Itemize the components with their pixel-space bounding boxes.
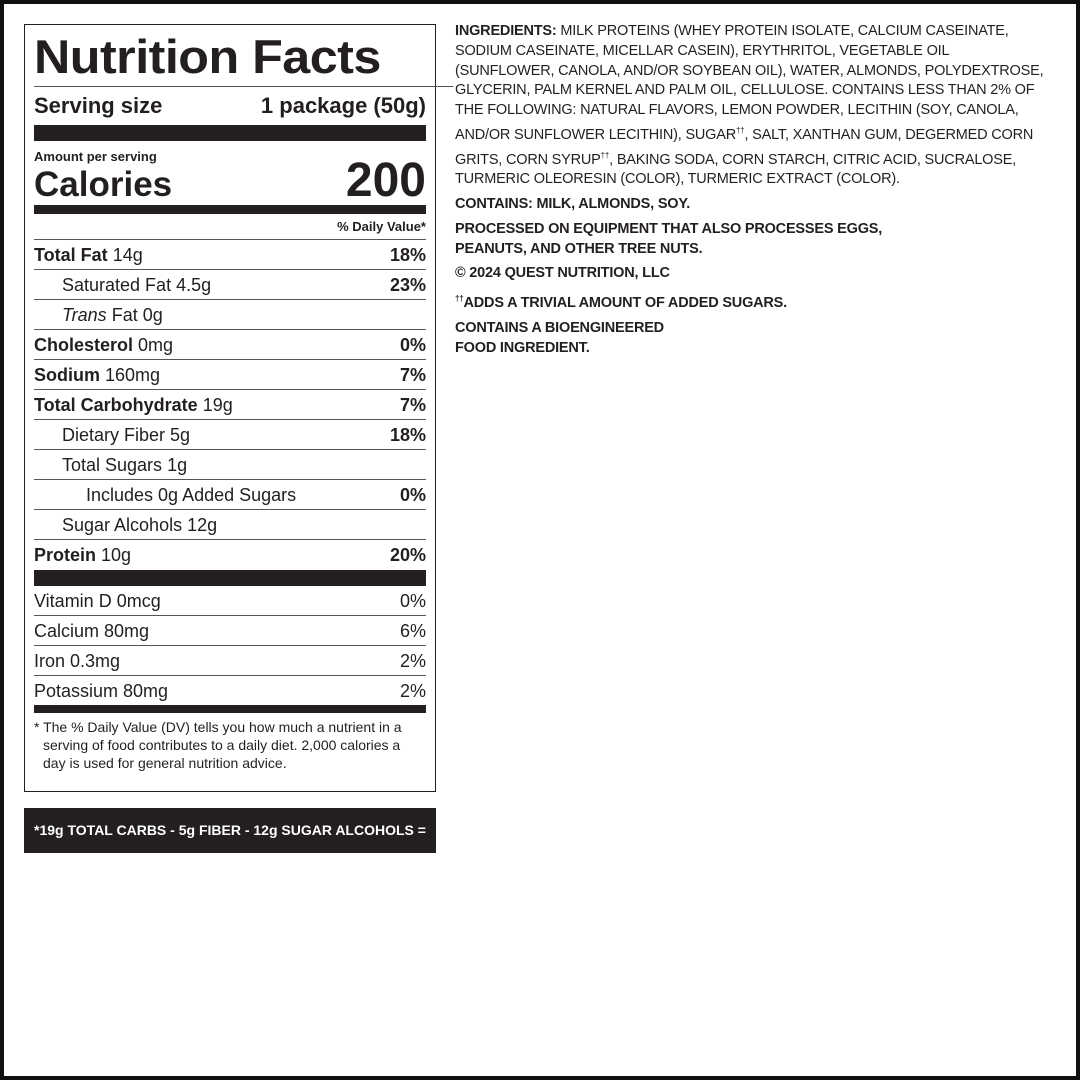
- nutrient-amount: 12g: [187, 515, 218, 535]
- nutrient-name-suffix: Fat: [111, 305, 138, 325]
- nutrient-dv: 7%: [399, 395, 426, 415]
- nutrient-amount: 1g: [167, 455, 188, 475]
- nutrient-amount: 14g: [112, 245, 143, 265]
- added-sugars-note: ADDS A TRIVIAL AMOUNT OF ADDED SUGARS.: [463, 295, 788, 312]
- nutrient-row-trans-fat: Trans Fat 0g: [34, 300, 426, 330]
- dagger-mark: ††: [600, 150, 610, 160]
- nutrient-row-cholesterol: Cholesterol 0mg 0%: [34, 330, 426, 360]
- vitamin-dv: 6%: [399, 621, 426, 641]
- allergen-contains: CONTAINS: MILK, ALMONDS, SOY.: [455, 196, 691, 213]
- nutrient-dv: 0%: [399, 485, 426, 505]
- vitamin-dv: 0%: [399, 591, 426, 611]
- nutrient-name: Cholesterol: [34, 335, 134, 355]
- nutrient-amount: 0mg: [138, 335, 174, 355]
- bioengineered-statement: CONTAINS A BIOENGINEERED FOOD INGREDIENT…: [455, 319, 664, 356]
- amount-per-serving: Amount per serving: [34, 149, 157, 164]
- calories-value: 200: [345, 154, 426, 207]
- dagger-mark: ††: [455, 294, 464, 304]
- nutrient-amount: 5g: [170, 425, 191, 445]
- serving-value: 1 package (50g): [260, 93, 426, 118]
- ingredients-panel: INGREDIENTS: MILK PROTEINS (WHEY PROTEIN…: [455, 22, 1045, 363]
- panel-title: Nutrition Facts: [34, 30, 454, 87]
- net-carbs-banner: *19g TOTAL CARBS - 5g FIBER - 12g SUGAR …: [24, 808, 436, 883]
- nutrient-dv: 0%: [399, 335, 426, 355]
- nutrient-name: Includes 0g Added Sugars: [86, 485, 297, 505]
- ingredients-list: INGREDIENTS: MILK PROTEINS (WHEY PROTEIN…: [455, 22, 1045, 190]
- calories-row: Calories 200: [34, 157, 426, 214]
- nutrient-row-total-fat: Total Fat 14g 18%: [34, 240, 426, 270]
- calories-label: Calories: [34, 165, 173, 204]
- nutrient-name: Trans: [62, 305, 107, 325]
- nutrient-name: Sugar Alcohols: [62, 515, 183, 535]
- ingredients-label: INGREDIENTS:: [455, 23, 557, 39]
- vitamin-dv: 2%: [399, 681, 426, 701]
- nutrient-row-sodium: Sodium 160mg 7%: [34, 360, 426, 390]
- vitamin-row-calcium: Calcium 80mg 6%: [34, 616, 426, 646]
- nutrient-name: Sodium: [34, 365, 100, 385]
- nutrient-row-protein: Protein 10g 20%: [34, 540, 426, 586]
- nutrient-amount: 10g: [101, 545, 132, 565]
- nutrient-name: Total Sugars: [62, 455, 163, 475]
- nutrient-name: Total Carbohydrate: [34, 395, 198, 415]
- nutrient-dv: 23%: [389, 275, 426, 295]
- vitamin-row-iron: Iron 0.3mg 2%: [34, 646, 426, 676]
- vitamin-row-vitamin-d: Vitamin D 0mcg 0%: [34, 586, 426, 616]
- nutrient-dv: 18%: [389, 245, 426, 265]
- nutrient-row-sugar-alcohols: Sugar Alcohols 12g: [34, 510, 426, 540]
- nutrient-amount: 4.5g: [176, 275, 212, 295]
- vitamin-row-potassium: Potassium 80mg 2%: [34, 676, 426, 713]
- nutrient-amount: 160mg: [105, 365, 161, 385]
- nutrient-row-dietary-fiber: Dietary Fiber 5g 18%: [34, 420, 426, 450]
- ingredients-text: MILK PROTEINS (WHEY PROTEIN ISOLATE, CAL…: [455, 23, 1044, 143]
- ingredients-text: , BAKING SODA, CORN STARCH, CITRIC ACID,…: [455, 151, 1017, 188]
- nutrient-row-total-sugars: Total Sugars 1g: [34, 450, 426, 480]
- nutrient-name: Protein: [34, 545, 97, 565]
- daily-value-header: % Daily Value*: [34, 214, 426, 240]
- vitamin-name: Calcium 80mg: [34, 621, 150, 641]
- nutrient-row-saturated-fat: Saturated Fat 4.5g 23%: [34, 270, 426, 300]
- processed-statement: PROCESSED ON EQUIPMENT THAT ALSO PROCESS…: [455, 220, 883, 257]
- nutrient-row-added-sugars: Includes 0g Added Sugars 0%: [34, 480, 426, 510]
- ingredients-text: , SALT, XANTHAN GUM, DEGERMED CORN GRITS…: [455, 126, 1034, 168]
- nutrient-name: Total Fat: [34, 245, 108, 265]
- nutrient-name: Saturated Fat: [62, 275, 172, 295]
- vitamin-name: Iron 0.3mg: [34, 651, 121, 671]
- nutrient-dv: 18%: [389, 425, 426, 445]
- vitamin-dv: 2%: [399, 651, 426, 671]
- nutrient-amount: 19g: [202, 395, 233, 415]
- serving-size-row: Serving size 1 package (50g): [34, 87, 426, 141]
- nutrition-facts-panel: Nutrition Facts Serving size 1 package (…: [24, 24, 454, 792]
- nutrient-dv: 20%: [389, 545, 426, 565]
- daily-value-footnote: * The % Daily Value (DV) tells you how m…: [34, 719, 402, 771]
- nutrient-amount: 0g: [142, 305, 163, 325]
- vitamin-name: Potassium 80mg: [34, 681, 169, 701]
- nutrient-name: Dietary Fiber: [62, 425, 166, 445]
- serving-label: Serving size: [34, 93, 163, 118]
- nutrient-dv: 7%: [399, 365, 426, 385]
- vitamin-name: Vitamin D 0mcg: [34, 591, 161, 611]
- nutrient-row-total-carbohydrate: Total Carbohydrate 19g 7%: [34, 390, 426, 420]
- copyright: © 2024 QUEST NUTRITION, LLC: [455, 265, 670, 282]
- dagger-mark: ††: [736, 125, 745, 135]
